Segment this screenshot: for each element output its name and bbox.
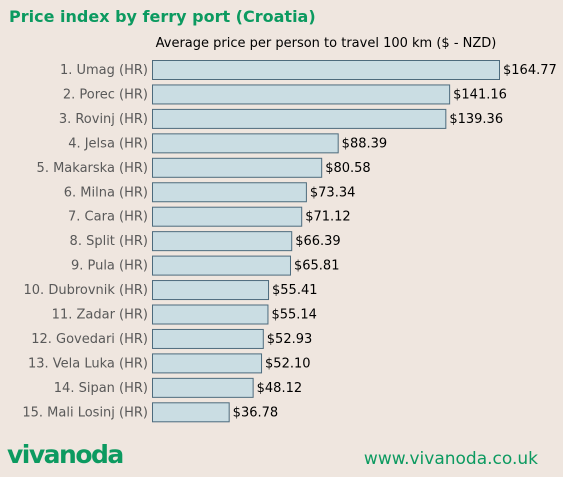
chart-title: Average price per person to travel 100 k… xyxy=(155,36,497,51)
bar xyxy=(152,133,339,154)
value-label: $164.77 xyxy=(503,63,557,78)
category-label: 6. Milna (HR) xyxy=(64,185,148,200)
value-label: $141.16 xyxy=(453,87,507,102)
value-label: $80.58 xyxy=(325,161,371,176)
bar xyxy=(152,108,447,129)
category-label: 10. Dubrovnik (HR) xyxy=(24,283,148,298)
bar xyxy=(152,377,254,398)
value-label: $65.81 xyxy=(294,259,340,274)
bar xyxy=(152,255,291,276)
category-label: 14. Sipan (HR) xyxy=(54,381,148,396)
bar xyxy=(152,157,323,178)
category-label: 5. Makarska (HR) xyxy=(37,161,148,176)
value-label: $139.36 xyxy=(449,112,503,127)
bar xyxy=(152,304,269,325)
category-label: 9. Pula (HR) xyxy=(71,259,148,274)
value-label: $88.39 xyxy=(342,136,388,151)
category-label: 15. Mali Losinj (HR) xyxy=(22,405,148,420)
value-label: $55.14 xyxy=(271,308,317,323)
bar xyxy=(152,402,230,423)
value-label: $73.34 xyxy=(310,185,356,200)
category-label: 1. Umag (HR) xyxy=(60,63,148,78)
bar xyxy=(152,353,263,374)
category-label: 3. Rovinj (HR) xyxy=(59,112,148,127)
value-label: $55.41 xyxy=(272,283,318,298)
category-label: 8. Split (HR) xyxy=(70,234,148,249)
value-label: $52.10 xyxy=(265,356,311,371)
site-url-link[interactable]: www.vivanoda.co.uk xyxy=(363,449,538,469)
category-label: 13. Vela Luka (HR) xyxy=(28,356,148,371)
page-title: Price index by ferry port (Croatia) xyxy=(9,7,316,26)
value-label: $36.78 xyxy=(233,405,279,420)
bar-chart: 1. Umag (HR) $164.77 2. Porec (HR) $141.16 3… xyxy=(22,60,557,423)
vivanoda-logo[interactable]: vivanoda xyxy=(7,440,124,469)
bar xyxy=(152,280,270,301)
category-label: 11. Zadar (HR) xyxy=(52,308,148,323)
bar xyxy=(152,60,500,80)
bar xyxy=(152,328,264,349)
bar xyxy=(152,231,293,252)
bar xyxy=(152,84,451,105)
value-label: $66.39 xyxy=(295,234,341,249)
category-label: 7. Cara (HR) xyxy=(68,210,148,225)
value-label: $48.12 xyxy=(257,381,303,396)
bar xyxy=(152,182,307,203)
value-label: $71.12 xyxy=(305,210,351,225)
category-label: 12. Govedari (HR) xyxy=(31,332,148,347)
bar xyxy=(152,206,303,227)
category-label: 4. Jelsa (HR) xyxy=(68,136,148,151)
value-label: $52.93 xyxy=(267,332,313,347)
category-label: 2. Porec (HR) xyxy=(63,87,148,102)
